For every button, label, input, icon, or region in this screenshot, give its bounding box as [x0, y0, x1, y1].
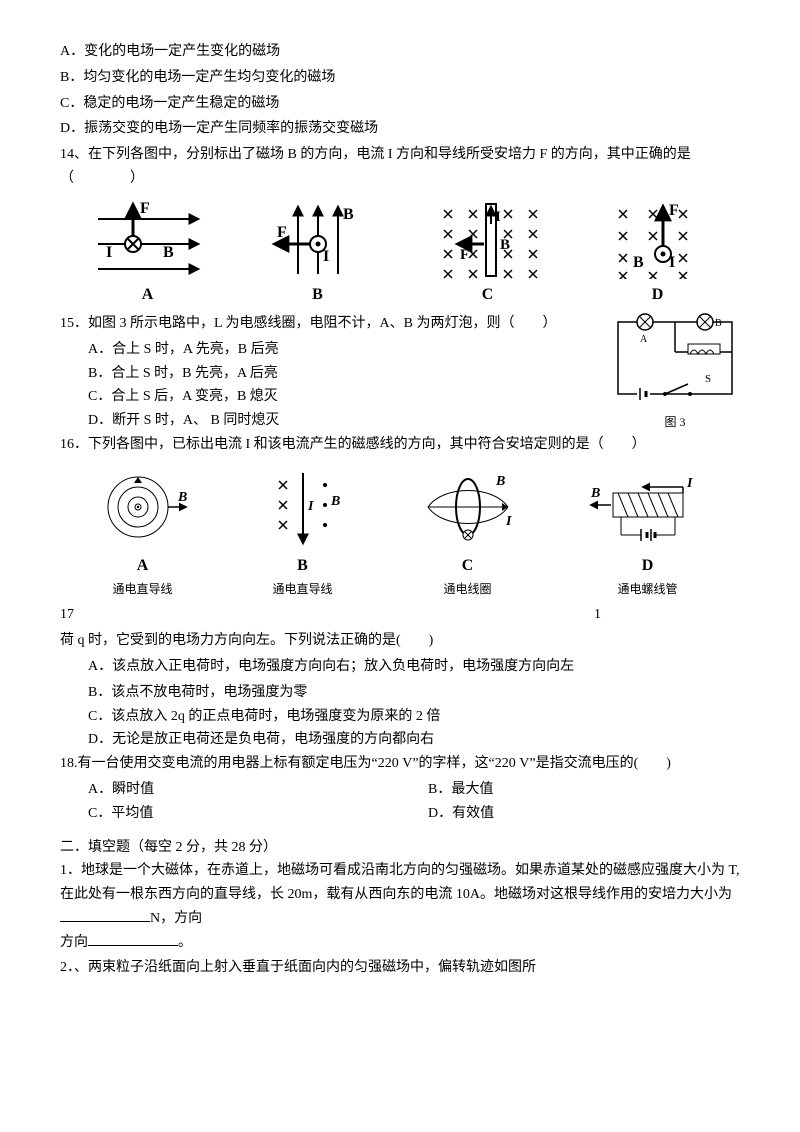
- svg-text:I: I: [495, 209, 501, 225]
- q14a-B: B: [163, 244, 174, 261]
- q14a-F: F: [140, 200, 150, 217]
- q14a-I: I: [106, 244, 112, 261]
- q17-option-b: B．该点不放电荷时，电场强度为零: [60, 681, 740, 705]
- q13-option-c: C．稳定的电场一定产生稳定的磁场: [60, 92, 740, 116]
- q14-figures: F I B A F I B B: [60, 199, 740, 308]
- q14-fig-c: I F B C: [428, 199, 548, 308]
- svg-text:S: S: [705, 373, 711, 385]
- q15-figure: A B S 图 3: [610, 312, 740, 432]
- q14-label-d: D: [652, 281, 664, 308]
- q14-stem: 14、在下列各图中，分别标出了磁场 B 的方向，电流 I 方向和导线所受安培力 …: [60, 143, 740, 191]
- blank-direction[interactable]: [88, 931, 178, 946]
- svg-text:I: I: [686, 476, 693, 491]
- sec2-q2: 2．、两束粒子沿纸面向上射入垂直于纸面向内的匀强磁场中，偏转轨迹如图所: [60, 956, 740, 980]
- q17-option-c: C．该点放入 2q 的正点电荷时，电场强度变为原来的 2 倍: [60, 705, 740, 729]
- q14-label-a: A: [142, 281, 154, 308]
- q15-block: A B S 图 3 15．如图 3 所示电路中，L 为电感线圈，电阻: [60, 312, 740, 433]
- svg-text:I: I: [505, 514, 512, 529]
- section2-title: 二．填空题（每空 2 分，共 28 分）: [60, 836, 740, 860]
- q14-fig-a: F I B A: [88, 199, 208, 308]
- svg-text:B: B: [633, 254, 644, 271]
- svg-text:F: F: [277, 224, 287, 241]
- svg-text:I: I: [323, 248, 329, 265]
- q17-stem-tail: 荷 q 时，它受到的电场力方向向左。下列说法正确的是( ): [60, 629, 740, 653]
- q16-figures: B A 通电直导线 I B B 通电直导线: [60, 465, 740, 600]
- q18-option-d: D．有效值: [400, 802, 740, 826]
- svg-text:I: I: [669, 254, 675, 271]
- q13-option-a: A．变化的电场一定产生变化的磁场: [60, 40, 740, 64]
- q14-fig-b: F I B B: [263, 199, 373, 308]
- q17-option-a: A．该点放入正电荷时，电场强度方向向右；放入负电荷时，电场强度方向向左: [60, 655, 740, 679]
- q13-option-d: D．振荡交变的电场一定产生同频率的振荡交变磁场: [60, 117, 740, 141]
- svg-text:F: F: [460, 247, 469, 263]
- q18-options: A．瞬时值 B．最大值 C．平均值 D．有效值: [60, 778, 740, 826]
- svg-text:B: B: [177, 490, 187, 505]
- svg-text:B: B: [715, 318, 722, 329]
- q16-fig-a: B A 通电直导线: [88, 465, 198, 600]
- q17-stem: 171: [60, 603, 740, 627]
- q18-option-b: B．最大值: [400, 778, 740, 802]
- sec2-q1: 1．地球是一个大磁体，在赤道上，地磁场可看成沿南北方向的匀强磁场。如果赤道某处的…: [60, 859, 740, 954]
- svg-text:B: B: [500, 237, 510, 253]
- q14-label-b: B: [312, 281, 323, 308]
- svg-text:I: I: [307, 499, 314, 514]
- q13-option-b: B．均匀变化的电场一定产生均匀变化的磁场: [60, 66, 740, 90]
- q16-fig-b: I B B 通电直导线: [253, 465, 353, 600]
- svg-text:B: B: [495, 474, 505, 489]
- q17-option-d: D．无论是放正电荷还是负电荷，电场强度的方向都向右: [60, 728, 740, 752]
- q18-option-c: C．平均值: [60, 802, 400, 826]
- q16-fig-d: B I D 通电螺线管: [583, 465, 713, 600]
- q14-fig-d: F I B D: [603, 199, 713, 308]
- svg-text:B: B: [343, 206, 354, 223]
- blank-force[interactable]: [60, 907, 150, 922]
- svg-text:B: B: [590, 486, 600, 501]
- q16-fig-c: B I C 通电线圈: [408, 465, 528, 600]
- svg-text:F: F: [669, 202, 679, 219]
- svg-text:A: A: [640, 334, 648, 345]
- q18-option-a: A．瞬时值: [60, 778, 400, 802]
- q14-label-c: C: [482, 281, 494, 308]
- q18-stem: 18.有一台使用交变电流的用电器上标有额定电压为“220 V”的字样，这“220…: [60, 752, 740, 776]
- svg-text:B: B: [330, 494, 340, 509]
- q16-stem: 16．下列各图中，已标出电流 I 和该电流产生的磁感线的方向，其中符合安培定则的…: [60, 433, 740, 457]
- q15-caption: 图 3: [610, 412, 740, 432]
